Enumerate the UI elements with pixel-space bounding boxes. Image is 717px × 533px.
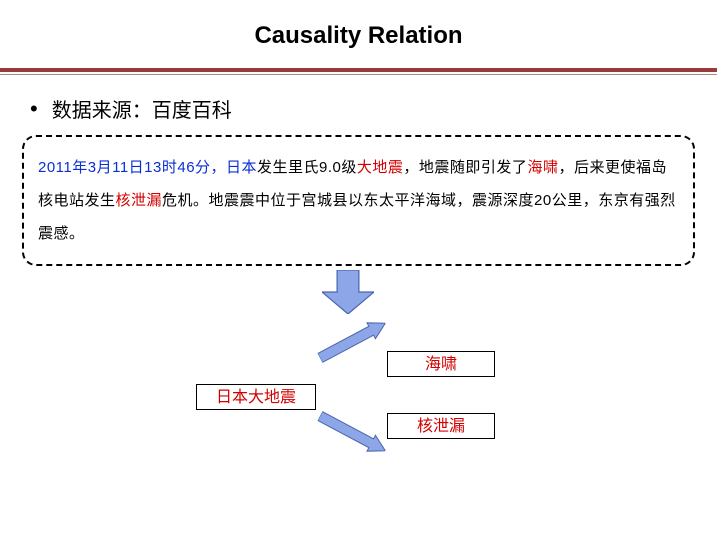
arrow-to-leak-icon bbox=[315, 406, 391, 460]
node-tsunami-label: 海啸 bbox=[425, 356, 457, 373]
divider-thick bbox=[0, 68, 717, 72]
arrow-to-tsunami-icon bbox=[315, 314, 391, 368]
node-tsunami: 海啸 bbox=[387, 351, 495, 377]
title-text: Causality Relation bbox=[254, 22, 462, 49]
causality-diagram: 日本大地震 海啸 核泄漏 bbox=[0, 266, 717, 486]
bullet-dot: • bbox=[30, 98, 38, 120]
para-segment: 2011年3月11日13时46分，日本 bbox=[38, 159, 257, 176]
para-segment: 海啸 bbox=[527, 159, 558, 176]
source-bullet: • 数据来源：百度百科 bbox=[30, 94, 717, 123]
para-segment: 核泄漏 bbox=[116, 192, 163, 209]
para-segment: ，地震随即引发了 bbox=[403, 159, 527, 176]
para-segment: 发生里氏9.0级 bbox=[257, 159, 357, 176]
node-source-label: 日本大地震 bbox=[216, 389, 296, 406]
title-divider bbox=[0, 68, 717, 74]
node-leak: 核泄漏 bbox=[387, 413, 495, 439]
node-leak-label: 核泄漏 bbox=[417, 418, 465, 435]
divider-thin bbox=[0, 74, 717, 75]
slide-title: Causality Relation bbox=[0, 0, 717, 68]
para-segment: 大地震 bbox=[357, 159, 404, 176]
node-source: 日本大地震 bbox=[196, 384, 316, 410]
bullet-text: 数据来源：百度百科 bbox=[52, 94, 232, 123]
example-paragraph: 2011年3月11日13时46分，日本发生里氏9.0级大地震，地震随即引发了海啸… bbox=[22, 135, 695, 266]
down-arrow-icon bbox=[322, 270, 374, 314]
